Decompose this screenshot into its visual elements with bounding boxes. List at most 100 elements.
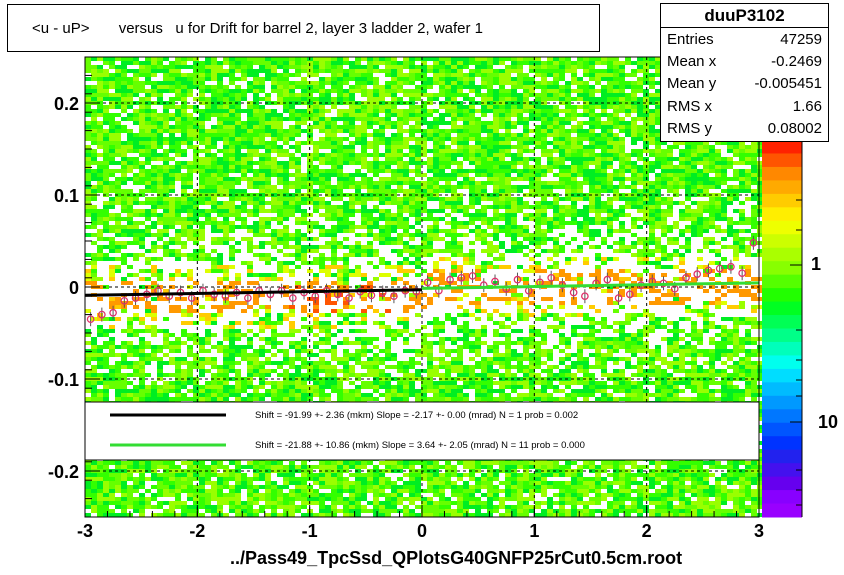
heat-cell [679,209,685,213]
heat-cell [223,217,229,221]
heat-cell [337,157,343,161]
heat-cell [589,113,595,117]
heat-cell [241,225,247,229]
heat-cell [505,197,511,201]
heat-cell [475,141,481,145]
heat-cell [331,165,337,169]
heat-cell [607,57,613,61]
heat-cell [271,161,277,165]
heat-cell [427,241,433,245]
heat-cell [421,161,427,165]
heat-cell [127,57,133,61]
heat-cell [145,89,151,93]
heat-cell [433,197,439,201]
heat-cell [391,105,397,109]
heat-cell [589,229,595,233]
heat-cell [745,189,751,193]
heat-cell [229,121,235,125]
heat-cell [631,161,637,165]
heat-cell [607,129,613,133]
heat-cell [547,165,553,169]
heat-cell [379,189,385,193]
heat-cell [181,177,187,181]
heat-cell [133,85,139,89]
heat-cell [247,249,253,253]
heat-cell [637,173,643,177]
heat-cell [355,109,361,113]
heat-cell [391,213,397,217]
heat-cell [133,113,139,117]
heat-cell [583,261,589,265]
heat-cell [445,57,451,61]
heat-cell [643,157,649,161]
heat-cell [379,177,385,181]
heat-cell [229,213,235,217]
heat-cell [349,173,355,177]
heat-cell [331,145,337,149]
heat-cell [391,201,397,205]
heat-cell [439,113,445,117]
heat-cell [649,181,655,185]
heat-cell [733,233,739,237]
heat-cell [595,89,601,93]
heat-cell [193,85,199,89]
heat-cell [175,73,181,77]
heat-cell [553,89,559,93]
heat-cell [235,161,241,165]
heat-cell [241,57,247,61]
heat-cell [163,165,169,169]
heat-cell [433,57,439,61]
heat-cell [391,121,397,125]
heat-cell [247,269,253,273]
heat-cell [415,145,421,149]
heat-cell [589,237,595,241]
heat-cell [331,209,337,213]
heat-cell [337,293,343,297]
heat-cell [409,233,415,237]
heat-cell [109,249,115,253]
heat-cell [331,233,337,237]
heat-cell [211,269,217,273]
heat-cell [589,65,595,69]
heat-cell [217,61,223,65]
heat-cell [625,169,631,173]
heat-cell [205,85,211,89]
heat-cell [475,69,481,73]
heat-cell [295,145,301,149]
heat-cell [529,257,535,261]
heat-cell [511,293,517,297]
heat-cell [385,229,391,233]
heat-cell [643,149,649,153]
heat-cell [121,201,127,205]
heat-cell [205,141,211,145]
heat-cell [421,133,427,137]
heat-cell [559,129,565,133]
heat-cell [511,289,517,293]
heat-cell [409,181,415,185]
heat-cell [295,61,301,65]
heat-cell [535,169,541,173]
heat-cell [433,133,439,137]
heat-cell [487,197,493,201]
heat-cell [517,265,523,269]
heat-cell [535,221,541,225]
heat-cell [487,173,493,177]
heat-cell [421,181,427,185]
heat-cell [739,201,745,205]
heat-cell [433,109,439,113]
heat-cell [505,281,511,285]
heat-cell [223,73,229,77]
heat-cell [445,81,451,85]
heat-cell [169,117,175,121]
heat-cell [457,197,463,201]
heat-cell [451,197,457,201]
heat-cell [631,153,637,157]
heat-cell [85,85,91,89]
heat-cell [403,109,409,113]
heat-cell [523,201,529,205]
heat-cell [415,157,421,161]
heat-cell [319,265,325,269]
heat-cell [505,265,511,269]
heat-cell [121,197,127,201]
heat-cell [511,153,517,157]
